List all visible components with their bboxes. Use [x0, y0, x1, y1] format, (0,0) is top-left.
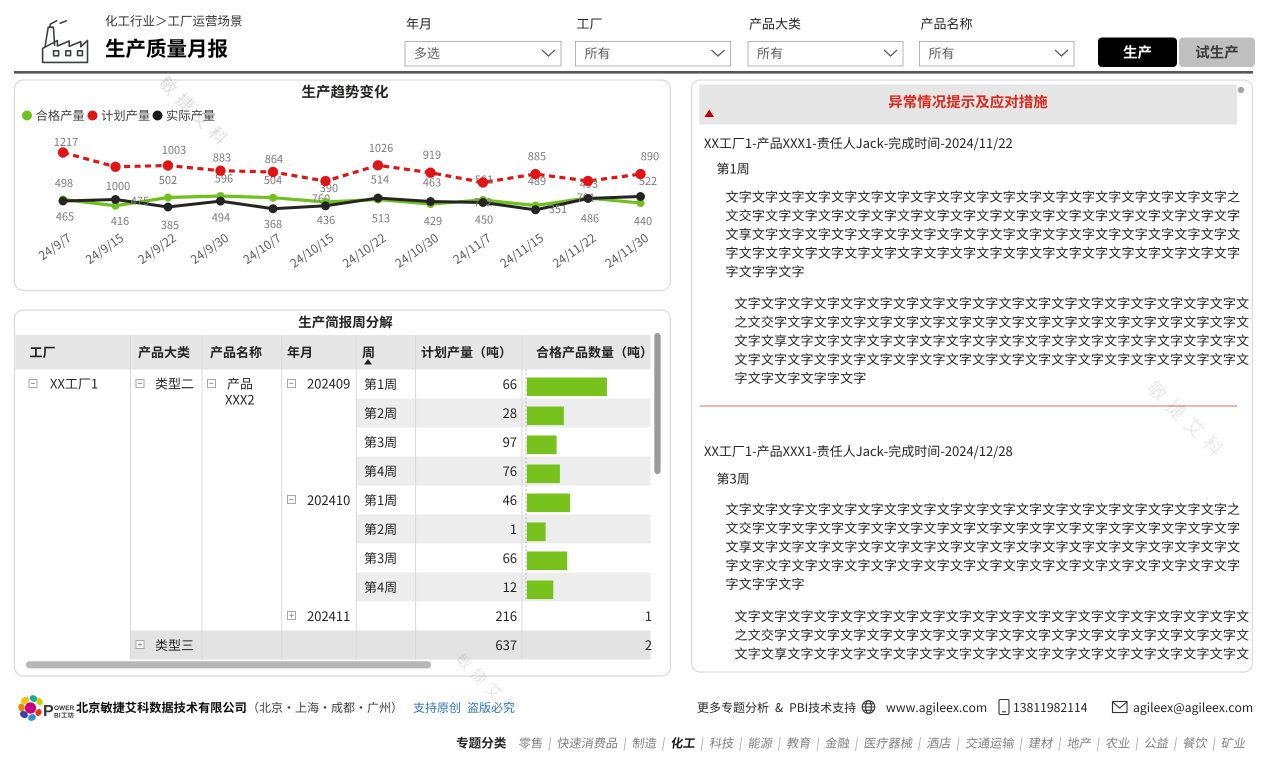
svg-text:OWER: OWER [54, 705, 75, 712]
svg-text:P: P [43, 703, 54, 720]
svg-text:BI: BI [54, 713, 61, 720]
